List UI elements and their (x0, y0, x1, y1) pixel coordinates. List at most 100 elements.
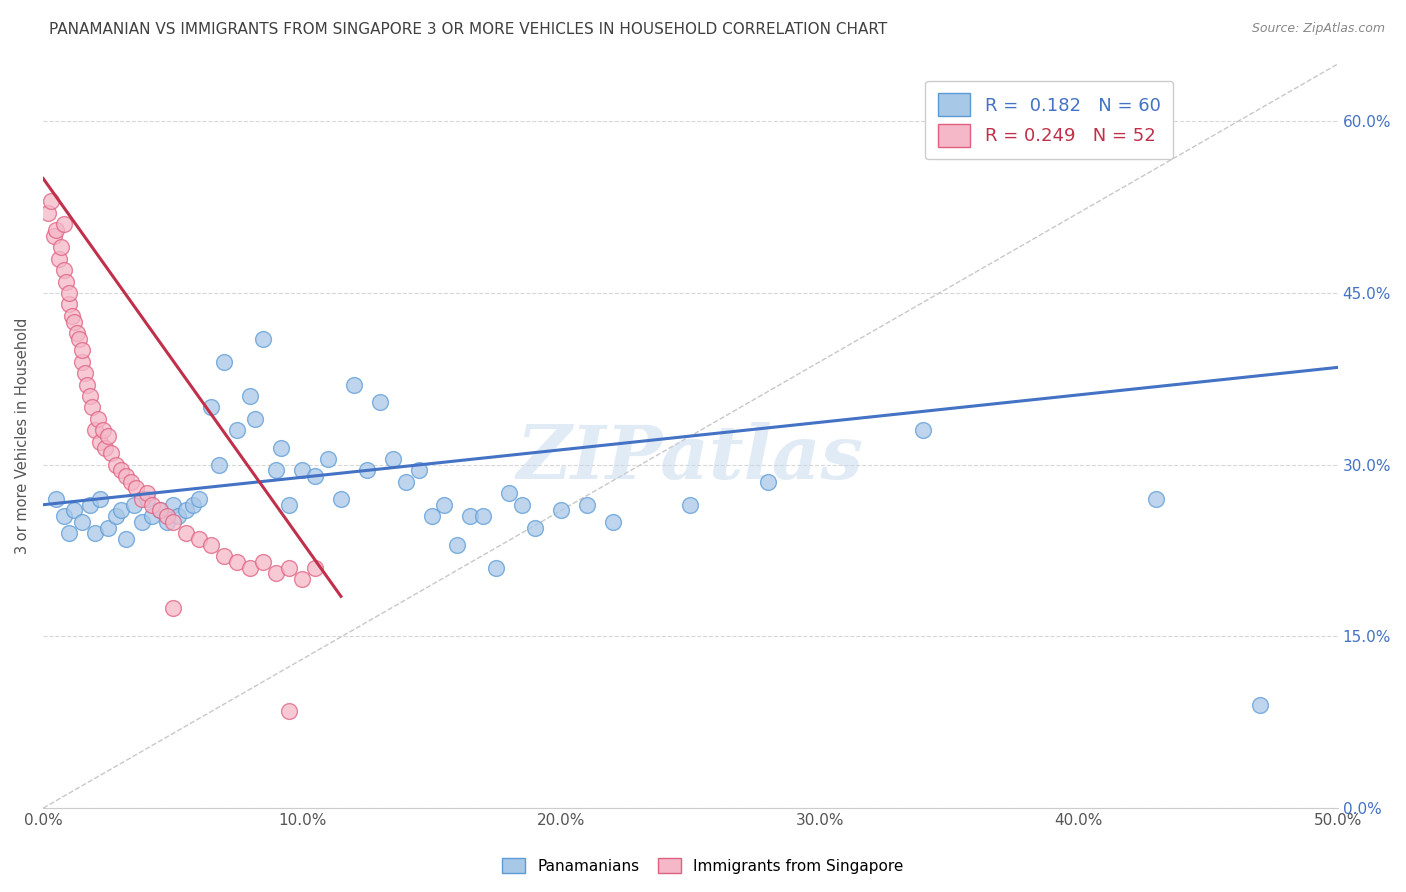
Point (156, 509, 179, 524)
Point (70, 515, 93, 529)
Point (84, 526, 107, 541)
Point (356, 463, 378, 477)
Point (48, 252, 70, 266)
Point (304, 560, 326, 574)
Point (89, 491, 111, 506)
Point (162, 515, 184, 529)
Point (1144, 491, 1167, 506)
Legend: R =  0.182   N = 60, R = 0.249   N = 52: R = 0.182 N = 60, R = 0.249 N = 52 (925, 80, 1173, 160)
Point (524, 521, 547, 535)
Point (84, 423, 107, 437)
Point (100, 446, 122, 460)
Point (82, 401, 104, 415)
Point (115, 532, 138, 546)
Point (110, 463, 132, 477)
Point (270, 441, 292, 455)
Point (58, 297, 80, 311)
Point (52, 509, 75, 524)
Point (104, 509, 127, 524)
Point (174, 503, 197, 517)
Point (58, 285, 80, 300)
Text: PANAMANIAN VS IMMIGRANTS FROM SINGAPORE 3 OR MORE VEHICLES IN HOUSEHOLD CORRELAT: PANAMANIAN VS IMMIGRANTS FROM SINGAPORE … (49, 22, 887, 37)
Point (343, 377, 366, 392)
Point (291, 572, 314, 586)
Point (55, 275, 77, 289)
Point (433, 498, 456, 512)
Point (42, 228, 65, 243)
Point (575, 498, 598, 512)
Point (510, 498, 533, 512)
Point (756, 475, 779, 489)
Point (316, 452, 339, 467)
Point (52, 217, 75, 231)
Point (420, 509, 443, 524)
Point (51, 240, 73, 254)
Point (214, 549, 236, 564)
Point (460, 509, 482, 524)
Point (381, 452, 404, 467)
Point (70, 354, 93, 368)
Point (94, 441, 117, 455)
Point (149, 503, 172, 517)
Point (183, 498, 205, 512)
Point (214, 354, 236, 368)
Point (200, 538, 222, 552)
Point (245, 412, 267, 426)
Point (125, 481, 148, 495)
Point (291, 463, 314, 477)
Point (131, 515, 153, 529)
Point (63, 503, 86, 517)
Point (252, 555, 274, 569)
Point (304, 469, 326, 483)
Point (166, 509, 188, 524)
Point (60, 309, 83, 323)
Point (395, 475, 418, 489)
Point (329, 491, 352, 506)
Point (679, 498, 702, 512)
Point (91, 423, 114, 437)
Point (174, 526, 197, 541)
Point (66, 326, 89, 340)
Point (278, 560, 301, 574)
Point (141, 509, 163, 524)
Point (110, 503, 132, 517)
Point (63, 315, 86, 329)
Point (187, 532, 209, 546)
Point (131, 491, 153, 506)
Point (52, 263, 75, 277)
Point (76, 377, 98, 392)
Point (120, 475, 142, 489)
Point (122, 498, 145, 512)
Point (498, 486, 520, 500)
Point (135, 491, 157, 506)
Point (67, 332, 90, 346)
Point (45, 491, 67, 506)
Point (912, 423, 935, 437)
Point (200, 401, 222, 415)
Point (226, 555, 249, 569)
Point (187, 491, 209, 506)
Point (485, 560, 508, 574)
Text: ZIPatlas: ZIPatlas (517, 422, 863, 495)
Point (79, 498, 101, 512)
Point (86, 412, 108, 426)
Point (37, 206, 59, 220)
Point (156, 515, 179, 529)
Point (135, 486, 157, 500)
Point (264, 566, 287, 581)
Point (141, 498, 163, 512)
Point (1249, 698, 1271, 712)
Point (446, 538, 468, 552)
Point (58, 526, 80, 541)
Point (149, 503, 172, 517)
Point (368, 394, 391, 409)
Point (79, 389, 101, 403)
Text: Source: ZipAtlas.com: Source: ZipAtlas.com (1251, 22, 1385, 36)
Point (278, 704, 301, 718)
Point (70, 343, 93, 358)
Point (278, 498, 301, 512)
Point (39, 194, 62, 209)
Point (45, 223, 67, 237)
Point (602, 515, 624, 529)
Point (408, 463, 430, 477)
